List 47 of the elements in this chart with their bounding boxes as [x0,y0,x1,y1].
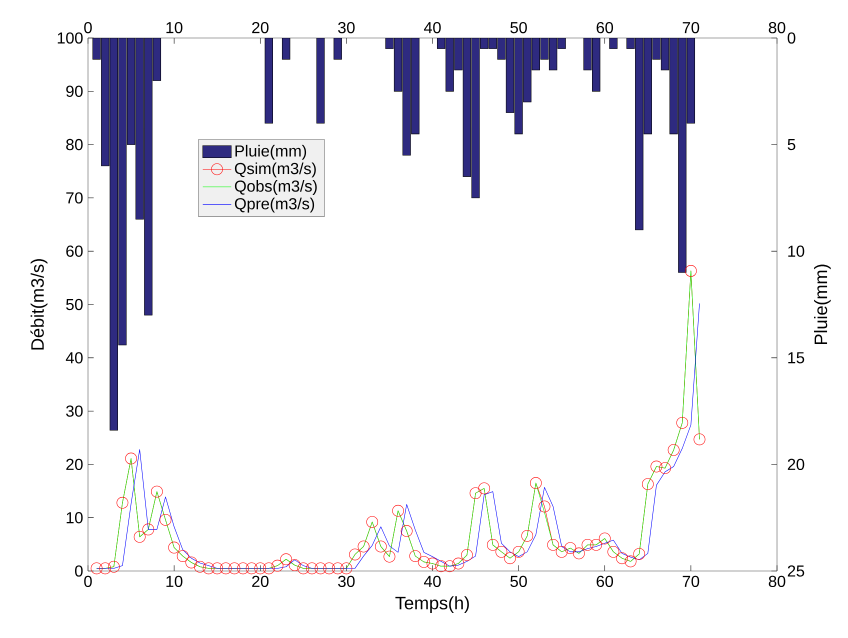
x-tick-label: 80 [768,576,786,588]
x-tick-label: 30 [338,576,355,588]
y2-tick-label: 25 [788,565,804,577]
x2-tick-label: 80 [768,22,786,34]
y-tick-label: 50 [66,298,83,310]
y2-tick-label: 5 [788,139,796,150]
y2-tick-label: 20 [788,458,804,470]
y2-axis-title: Pluie(mm) [814,264,831,344]
bar [334,38,342,60]
x-tick-label: 50 [510,576,527,588]
legend-label: Pluie(mm) [235,144,306,160]
y-tick-label: 10 [66,512,83,524]
x-axis-title: Temps(h) [395,596,469,613]
bar [282,38,290,60]
y-tick-label: 90 [66,86,83,97]
y-tick-label: 60 [66,246,83,257]
y-axis-title: Débit(m3/s) [30,259,48,350]
x2-tick-label: 20 [252,22,269,34]
x2-tick-label: 0 [84,22,92,34]
bar [316,38,325,124]
y2-tick-label: 10 [788,246,804,257]
legend-label: Qsim(m3/s) [234,162,316,178]
bar [609,38,618,49]
y-tick-label: 30 [66,405,83,417]
x-tick-label: 70 [682,576,700,588]
y-tick-label: 20 [66,458,83,470]
legend-label: Qobs(m3/s) [234,180,317,195]
x-tick-label: 10 [166,576,182,588]
x-tick-label: 60 [596,576,614,588]
x2-tick-label: 60 [596,22,614,34]
x-tick-label: 0 [84,576,92,588]
y-tick-label: 80 [66,138,83,150]
y-tick-label: 70 [66,192,83,204]
x2-tick-label: 40 [424,22,441,34]
x2-tick-label: 50 [510,22,527,34]
x2-tick-label: 10 [166,22,182,34]
x2-tick-label: 30 [338,22,355,34]
y2-tick-label: 15 [788,352,804,364]
x-tick-label: 40 [424,576,441,588]
bar [264,38,274,124]
x-tick-label: 20 [252,576,269,588]
y-tick-label: 100 [58,32,83,44]
x2-tick-label: 70 [682,22,700,34]
legend-label: Qpre(m3/s) [234,198,314,213]
y-tick-label: 40 [66,352,83,364]
y2-tick-label: 0 [788,32,796,44]
y-tick-label: 0 [75,565,83,577]
